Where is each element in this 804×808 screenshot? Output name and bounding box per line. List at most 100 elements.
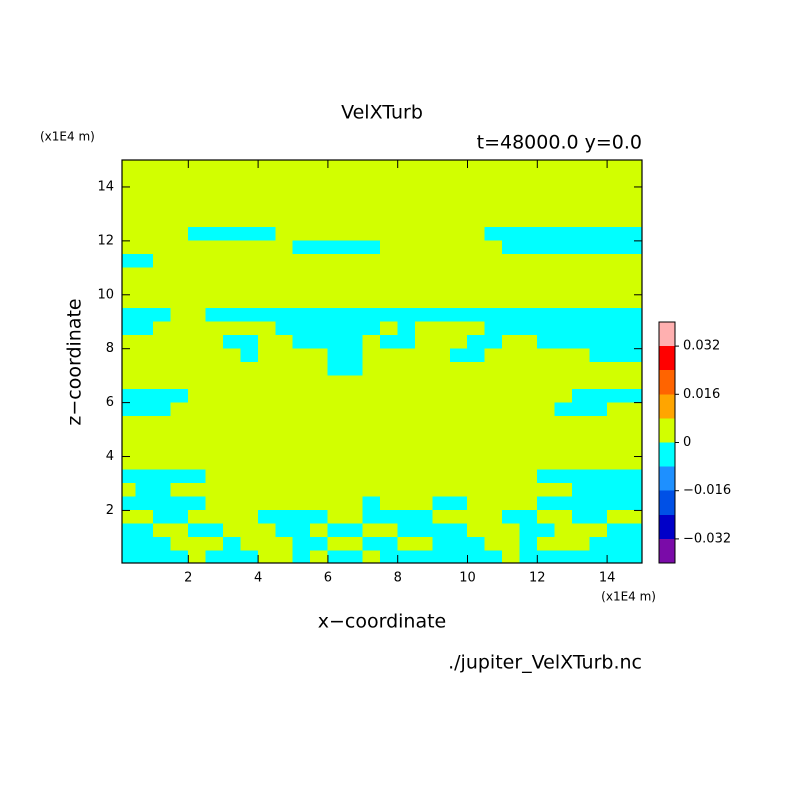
contour-cell bbox=[188, 227, 207, 242]
contour-cell bbox=[310, 537, 329, 552]
contour-cell bbox=[589, 537, 608, 552]
contour-cell bbox=[432, 415, 451, 430]
contour-cell bbox=[292, 173, 311, 188]
contour-cell bbox=[484, 186, 503, 201]
contour-cell bbox=[502, 307, 521, 323]
contour-cell bbox=[362, 240, 381, 255]
contour-cell bbox=[379, 496, 399, 511]
contour-cell bbox=[397, 483, 416, 498]
contour-cell bbox=[327, 510, 346, 525]
contour-cell bbox=[362, 254, 381, 269]
contour-cell bbox=[327, 186, 346, 201]
contour-cell bbox=[292, 415, 311, 430]
contour-cell bbox=[397, 523, 416, 538]
contour-cell bbox=[362, 537, 381, 552]
contour-cell bbox=[188, 442, 207, 457]
contour-cell bbox=[345, 469, 364, 484]
contour-cell bbox=[414, 213, 433, 228]
contour-cell bbox=[379, 254, 399, 269]
contour-cell bbox=[188, 213, 207, 228]
contour-cell bbox=[205, 550, 224, 563]
contour-cell bbox=[606, 186, 625, 201]
contour-cell bbox=[222, 510, 241, 525]
contour-cell bbox=[571, 254, 590, 269]
contour-cell bbox=[589, 523, 608, 538]
contour-cell bbox=[624, 537, 642, 552]
contour-cell bbox=[275, 281, 294, 296]
contour-cell bbox=[571, 200, 590, 215]
contour-cell bbox=[345, 281, 364, 296]
contour-cell bbox=[345, 523, 364, 538]
contour-cell bbox=[240, 375, 259, 390]
contour-cell bbox=[240, 254, 259, 269]
contour-cell bbox=[205, 510, 224, 525]
contour-cell bbox=[327, 402, 346, 417]
colorbar-tick-label: 0.016 bbox=[683, 387, 720, 402]
contour-cell bbox=[432, 537, 451, 552]
contour-cell bbox=[275, 442, 294, 457]
contour-cell bbox=[467, 267, 486, 282]
contour-cell bbox=[188, 173, 207, 188]
colorbar-tick-label: −0.032 bbox=[683, 531, 731, 546]
contour-cell bbox=[432, 334, 451, 349]
contour-cell bbox=[554, 402, 573, 417]
contour-cell bbox=[606, 321, 625, 336]
contour-cell bbox=[467, 537, 486, 552]
contour-cell bbox=[135, 200, 154, 215]
contour-cell bbox=[135, 469, 154, 484]
contour-cell bbox=[345, 402, 364, 417]
contour-cell bbox=[257, 456, 276, 471]
contour-cell bbox=[519, 537, 538, 552]
contour-cell bbox=[122, 281, 137, 296]
contour-cell bbox=[153, 429, 172, 444]
contour-cell bbox=[188, 348, 207, 363]
contour-cell bbox=[170, 510, 189, 525]
contour-cell bbox=[554, 200, 573, 215]
contour-cell bbox=[537, 227, 556, 242]
contour-cell bbox=[624, 388, 642, 403]
contour-cell bbox=[502, 267, 521, 282]
contour-cell bbox=[414, 321, 433, 336]
contour-cell bbox=[537, 200, 556, 215]
contour-cell bbox=[275, 456, 294, 471]
contour-cell bbox=[135, 510, 154, 525]
contour-cell bbox=[606, 173, 625, 188]
contour-cell bbox=[257, 402, 276, 417]
contour-cell bbox=[188, 375, 207, 390]
contour-cell bbox=[327, 469, 346, 484]
contour-cell bbox=[449, 550, 468, 563]
contour-cell bbox=[345, 442, 364, 457]
contour-cell bbox=[519, 523, 538, 538]
contour-cell bbox=[222, 375, 241, 390]
contour-cell bbox=[345, 375, 364, 390]
contour-cell bbox=[606, 227, 625, 242]
contour-cell bbox=[170, 160, 189, 174]
contour-cell bbox=[502, 348, 521, 363]
x-axis-label: x−coordinate bbox=[318, 611, 447, 633]
contour-cell bbox=[624, 227, 642, 242]
contour-cell bbox=[257, 213, 276, 228]
contour-cell bbox=[449, 186, 468, 201]
contour-cell bbox=[188, 402, 207, 417]
contour-cell bbox=[571, 160, 590, 174]
contour-cell bbox=[571, 213, 590, 228]
contour-cell bbox=[188, 496, 207, 511]
contour-cell bbox=[502, 402, 521, 417]
contour-cell bbox=[379, 361, 399, 376]
contour-cell bbox=[589, 334, 608, 349]
contour-cell bbox=[205, 537, 224, 552]
contour-cell bbox=[122, 510, 137, 525]
contour-cell bbox=[292, 160, 311, 174]
contour-cell bbox=[589, 550, 608, 563]
contour-cell bbox=[554, 496, 573, 511]
contour-cell bbox=[170, 173, 189, 188]
contour-cell bbox=[519, 442, 538, 457]
contour-cell bbox=[327, 213, 346, 228]
contour-cell bbox=[292, 227, 311, 242]
contour-cell bbox=[397, 429, 416, 444]
contour-cell bbox=[606, 267, 625, 282]
contour-cell bbox=[449, 375, 468, 390]
contour-cell bbox=[310, 173, 329, 188]
contour-cell bbox=[484, 361, 503, 376]
